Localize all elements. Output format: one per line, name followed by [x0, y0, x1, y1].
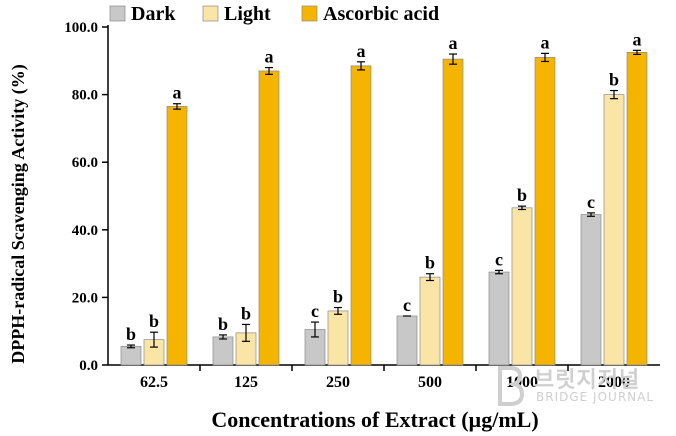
watermark-logo-icon [498, 366, 525, 406]
legend-swatch [301, 5, 318, 22]
significance-label: b [218, 314, 228, 334]
watermark: 브릿지저널 BRIDGE JOURNAL [496, 360, 668, 416]
significance-label: a [265, 47, 274, 67]
x-tick-label: 1000 [506, 374, 538, 391]
significance-label: a [173, 83, 182, 103]
x-tick-label: 62.5 [140, 374, 168, 391]
bar-light [511, 207, 533, 366]
significance-label: b [609, 70, 619, 90]
y-axis-label: DPPH-radical Scavenging Activity (%) [8, 64, 29, 363]
significance-label: a [449, 33, 458, 53]
significance-label: c [403, 295, 411, 315]
legend-label: Ascorbic acid [323, 3, 439, 25]
x-axis-label: Concentrations of Extract (µg/mL) [211, 407, 538, 432]
significance-label: a [357, 41, 366, 61]
significance-label: c [311, 301, 319, 321]
legend-swatch [202, 5, 219, 22]
y-tick-label: 80.0 [72, 88, 98, 104]
significance-label: c [587, 192, 595, 212]
bar-light [327, 310, 349, 366]
significance-label: a [541, 32, 550, 52]
bar-ascorbic-acid [258, 70, 280, 366]
bar-ascorbic-acid [626, 51, 648, 366]
x-tick-label: 125 [234, 374, 258, 391]
bar-ascorbic-acid [442, 58, 464, 366]
y-tick-label: 60.0 [72, 155, 98, 171]
watermark-subtitle: BRIDGE JOURNAL [536, 390, 655, 404]
significance-label: b [517, 185, 527, 205]
bar-ascorbic-acid [350, 65, 372, 366]
bar-light [419, 276, 441, 366]
bar-dark [580, 214, 602, 366]
significance-label: a [633, 29, 642, 49]
legend-label: Dark [131, 3, 176, 25]
significance-label: b [126, 324, 136, 344]
legend-swatch [109, 5, 126, 22]
significance-label: b [149, 311, 159, 331]
significance-label: b [333, 287, 343, 307]
y-tick-label: 0.0 [79, 358, 98, 374]
significance-label: c [495, 249, 503, 269]
bar-dark [212, 336, 234, 366]
bar-dark [120, 346, 142, 366]
bar-light [603, 94, 625, 366]
bar-ascorbic-acid [166, 106, 188, 366]
y-tick-label: 100.0 [64, 20, 98, 36]
y-tick-label: 20.0 [72, 290, 98, 306]
bar-dark [396, 315, 418, 366]
x-tick-label: 250 [326, 374, 350, 391]
x-tick-label: 2000 [598, 374, 630, 391]
significance-label: b [425, 253, 435, 273]
watermark-title: 브릿지저널 [534, 368, 641, 393]
chart-legend: Dark Light Ascorbic acid [109, 3, 439, 25]
bar-ascorbic-acid [534, 57, 556, 366]
plot-area: 0.020.040.060.080.0100.062.5bba125bba250… [64, 20, 660, 391]
x-tick-label: 500 [418, 374, 442, 391]
significance-label: b [241, 303, 251, 323]
legend-label: Light [224, 3, 271, 25]
bar-dark [488, 271, 510, 366]
y-tick-label: 40.0 [72, 223, 98, 239]
